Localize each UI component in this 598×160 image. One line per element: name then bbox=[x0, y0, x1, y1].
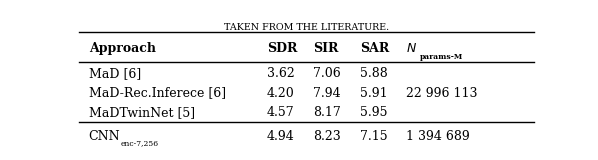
Text: Approach: Approach bbox=[89, 42, 155, 55]
Text: params-M: params-M bbox=[420, 53, 463, 61]
Text: 4.20: 4.20 bbox=[267, 87, 295, 100]
Text: MaDTwinNet [5]: MaDTwinNet [5] bbox=[89, 106, 195, 119]
Text: 5.88: 5.88 bbox=[360, 67, 388, 80]
Text: SAR: SAR bbox=[360, 42, 389, 55]
Text: 3.62: 3.62 bbox=[267, 67, 295, 80]
Text: MaD-Rec.Inferece [6]: MaD-Rec.Inferece [6] bbox=[89, 87, 226, 100]
Text: 7.94: 7.94 bbox=[313, 87, 341, 100]
Text: 5.95: 5.95 bbox=[360, 106, 388, 119]
Text: MaD [6]: MaD [6] bbox=[89, 67, 141, 80]
Text: SIR: SIR bbox=[313, 42, 339, 55]
Text: SDR: SDR bbox=[267, 42, 297, 55]
Text: 7.06: 7.06 bbox=[313, 67, 341, 80]
Text: TAKEN FROM THE LITERATURE.: TAKEN FROM THE LITERATURE. bbox=[224, 23, 389, 32]
Text: 8.17: 8.17 bbox=[313, 106, 341, 119]
Text: 22 996 113: 22 996 113 bbox=[406, 87, 478, 100]
Text: 7.15: 7.15 bbox=[360, 130, 388, 143]
Text: 5.91: 5.91 bbox=[360, 87, 388, 100]
Text: 4.94: 4.94 bbox=[267, 130, 295, 143]
Text: 1 394 689: 1 394 689 bbox=[406, 130, 470, 143]
Text: $\mathit{N}$: $\mathit{N}$ bbox=[406, 42, 417, 55]
Text: 4.57: 4.57 bbox=[267, 106, 295, 119]
Text: 8.23: 8.23 bbox=[313, 130, 341, 143]
Text: CNN: CNN bbox=[89, 130, 120, 143]
Text: enc-7,256: enc-7,256 bbox=[120, 139, 158, 147]
